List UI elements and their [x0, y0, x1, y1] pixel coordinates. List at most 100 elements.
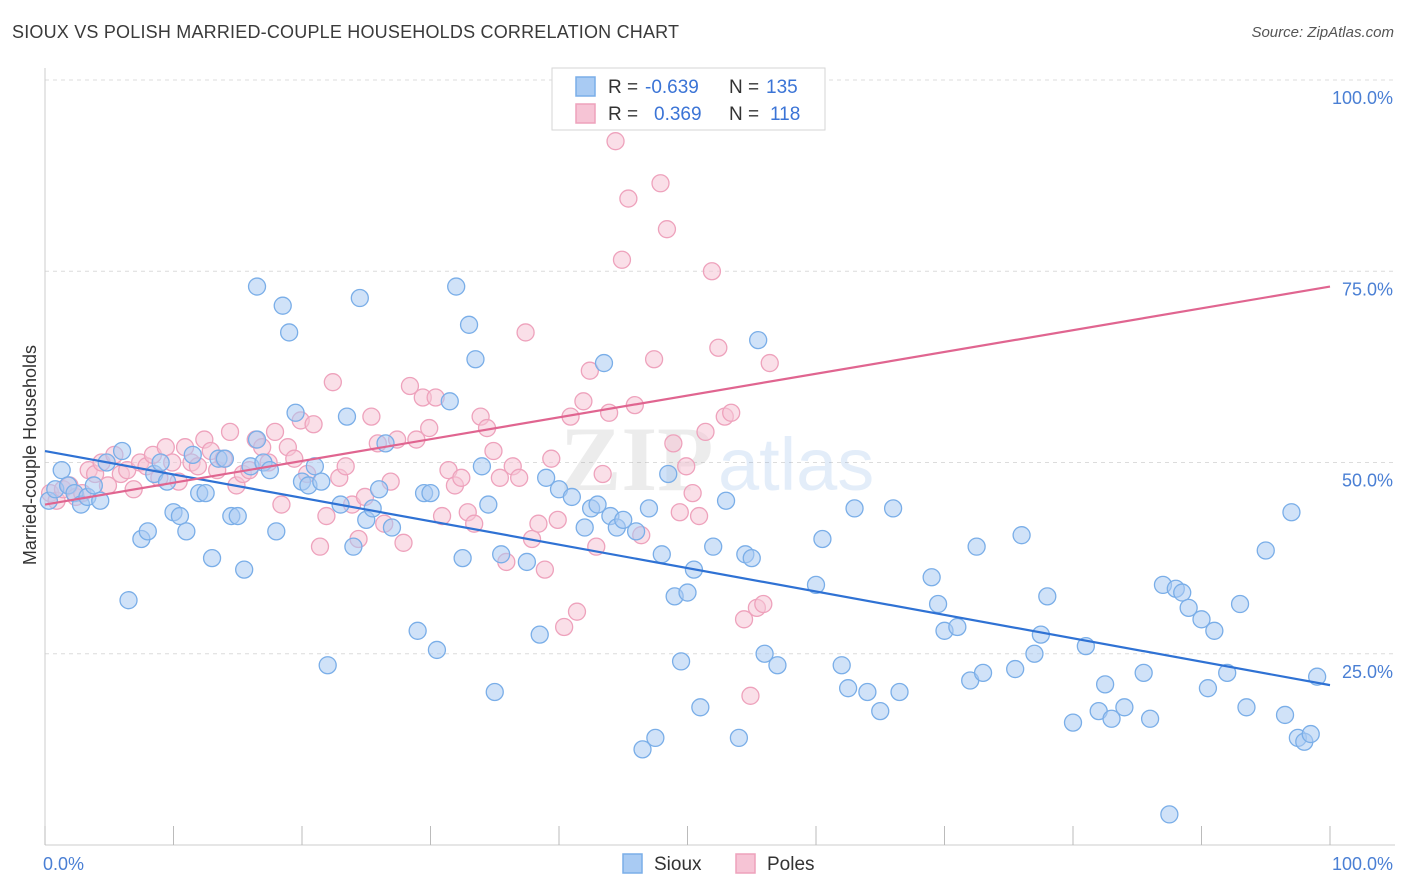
watermark: ZIP atlas [560, 408, 874, 510]
point-poles [400, 376, 420, 396]
point-sioux [1230, 594, 1250, 614]
point-sioux [922, 568, 941, 587]
point-sioux [279, 323, 299, 342]
point-sioux [967, 537, 986, 556]
point-sioux [421, 483, 440, 503]
point-poles [304, 415, 323, 434]
point-poles [606, 132, 625, 151]
bottom-legend-poles: Poles [767, 854, 815, 875]
point-sioux [517, 552, 537, 572]
point-sioux [806, 575, 826, 595]
y-tick-label: 100.0% [1332, 88, 1393, 108]
point-poles [529, 514, 548, 533]
point-poles [535, 560, 555, 579]
point-sioux [594, 353, 614, 373]
point-poles [644, 350, 664, 369]
point-sioux [267, 522, 286, 541]
point-sioux [588, 495, 607, 514]
point-poles [567, 602, 587, 621]
point-sioux [1192, 610, 1211, 629]
point-sioux [742, 548, 761, 568]
point-sioux [183, 445, 202, 465]
point-sioux [1063, 713, 1083, 732]
point-sioux [344, 537, 363, 556]
point-sioux [1160, 805, 1179, 824]
legend-n-label: N = [729, 77, 759, 98]
point-poles [484, 441, 503, 461]
x-tick-label-right: 100.0% [1332, 854, 1393, 874]
point-sioux [832, 656, 851, 675]
point-sioux [215, 449, 235, 468]
y-tick-labels: 100.0% 75.0% 50.0% 25.0% [1332, 88, 1393, 682]
point-poles [285, 449, 304, 468]
point-sioux [838, 679, 858, 698]
point-poles [722, 403, 741, 422]
legend-r-label: R = [608, 104, 638, 125]
point-poles [664, 434, 683, 453]
point-sioux [1173, 583, 1192, 602]
trend-line-poles [44, 285, 1331, 506]
point-sioux [1237, 698, 1256, 717]
legend-box [551, 67, 826, 131]
point-sioux [948, 617, 967, 637]
point-sioux [453, 548, 472, 568]
point-sioux [646, 728, 665, 748]
point-sioux [691, 698, 710, 717]
point-sioux [626, 522, 646, 541]
point-sioux [871, 701, 890, 721]
y-axis-label: Married-couple Households [20, 345, 40, 565]
point-poles [265, 422, 285, 442]
point-sioux [170, 506, 190, 526]
point-sioux [466, 350, 485, 369]
point-sioux [247, 430, 267, 449]
point-sioux [1140, 709, 1160, 728]
chart-title: SIOUX VS POLISH MARRIED-COUPLE HOUSEHOLD… [12, 22, 680, 42]
point-sioux [1134, 663, 1153, 683]
point-poles [554, 617, 574, 637]
point-poles [452, 468, 471, 487]
point-sioux [729, 728, 749, 748]
bottom-legend: Sioux Poles [622, 853, 815, 875]
point-poles [670, 503, 689, 522]
point-poles [420, 418, 439, 438]
point-sioux [119, 591, 138, 610]
point-sioux [749, 330, 768, 350]
point-poles [272, 495, 291, 514]
legend: R = -0.639 N = 135 R = 0.369 N = 118 [551, 67, 826, 131]
point-sioux [427, 640, 447, 660]
point-sioux [318, 656, 337, 675]
point-sioux [1095, 675, 1115, 694]
point-sioux [530, 625, 549, 644]
point-poles [702, 262, 722, 281]
point-sioux [652, 545, 671, 564]
point-sioux [151, 453, 170, 472]
point-sioux [813, 529, 832, 549]
point-sioux [1205, 621, 1224, 640]
legend-n-label: N = [729, 104, 759, 125]
point-sioux [1301, 724, 1320, 744]
point-sioux [492, 545, 511, 564]
watermark-atlas: atlas [718, 423, 874, 506]
series-poles-points [40, 70, 799, 705]
point-sioux [312, 472, 331, 491]
point-poles [760, 353, 779, 373]
point-sioux [858, 682, 877, 702]
point-sioux [286, 403, 305, 422]
point-sioux [472, 457, 492, 476]
point-poles [323, 373, 342, 392]
point-sioux [633, 740, 652, 759]
x-tick-labels: 0.0% 100.0% [43, 854, 1393, 874]
trend-lines [44, 285, 1331, 687]
point-sioux [755, 644, 774, 663]
point-poles [310, 537, 330, 556]
point-sioux [177, 522, 196, 541]
point-sioux [704, 537, 723, 556]
point-sioux [883, 499, 903, 518]
point-sioux [350, 288, 369, 308]
point-poles [696, 422, 715, 442]
point-sioux [440, 392, 459, 411]
bottom-legend-swatch-poles [735, 853, 756, 874]
point-sioux [459, 315, 479, 334]
point-poles [220, 422, 240, 442]
point-sioux [138, 522, 157, 541]
